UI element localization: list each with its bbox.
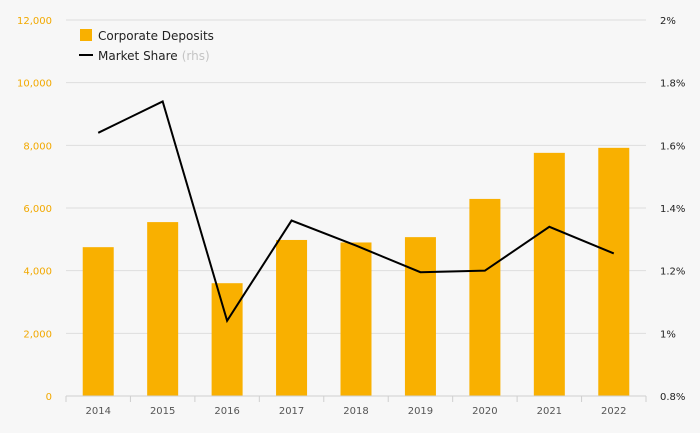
market-share-line	[97, 100, 615, 324]
x-tick-label: 2020	[472, 406, 497, 417]
legend-entry-market-share: Market Share (rhs)	[98, 49, 210, 63]
x-tick-label: 2016	[214, 406, 239, 417]
bar	[533, 152, 565, 396]
bar	[147, 222, 179, 396]
y-left-tick-label: 4,000	[23, 267, 52, 278]
bar	[276, 239, 308, 396]
x-tick-label: 2021	[537, 406, 562, 417]
x-tick-label: 2017	[279, 406, 304, 417]
y-left-tick-label: 0	[46, 392, 52, 403]
bar-series	[82, 147, 630, 396]
x-tick-label: 2019	[408, 406, 433, 417]
legend: Corporate Deposits Market Share (rhs)	[79, 29, 214, 63]
bar	[469, 198, 501, 396]
y-left-tick-label: 8,000	[23, 141, 52, 152]
y-right-tick-label: 1.2%	[660, 267, 685, 278]
bar	[211, 283, 243, 396]
line-series	[97, 100, 615, 324]
bar	[82, 247, 114, 396]
y-left-tick-label: 6,000	[23, 204, 52, 215]
axes: 0 2,000 4,000 6,000 8,000 10,000 12,000 0.8% 1% 1…	[17, 16, 685, 417]
legend-label-corporate-deposits: Corporate Deposits	[98, 29, 214, 43]
y-left-tick-label: 2,000	[23, 329, 52, 340]
y-left-tick-label: 12,000	[17, 16, 52, 27]
y-right-tick-label: 2%	[660, 16, 676, 27]
y-right-tick-label: 1.6%	[660, 141, 685, 152]
x-tick-label: 2018	[343, 406, 368, 417]
bar	[598, 147, 630, 396]
y-right-tick-label: 1.4%	[660, 204, 685, 215]
y-left-tick-label: 10,000	[17, 79, 52, 90]
x-tick-label: 2014	[85, 406, 110, 417]
x-tick-label: 2015	[150, 406, 175, 417]
bar	[404, 237, 436, 396]
legend-label-market-share: Market Share	[98, 49, 178, 63]
legend-suffix-rhs: (rhs)	[182, 49, 210, 63]
y-right-tick-label: 1%	[660, 329, 676, 340]
legend-swatch-corporate-deposits	[80, 29, 92, 41]
y-right-tick-label: 1.8%	[660, 79, 685, 90]
y-right-tick-label: 0.8%	[660, 392, 685, 403]
x-tick-label: 2022	[601, 406, 626, 417]
bar	[340, 242, 372, 396]
